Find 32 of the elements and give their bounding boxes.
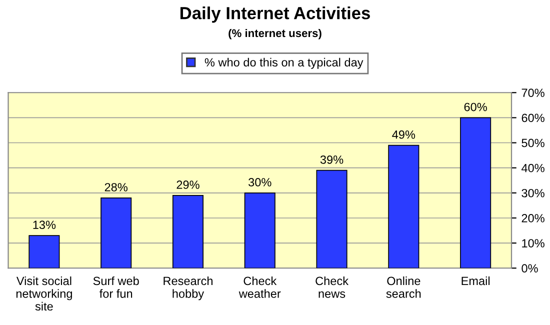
data-label: 29% xyxy=(176,180,200,189)
bar xyxy=(100,198,132,268)
bar xyxy=(244,192,276,268)
bar xyxy=(172,195,204,268)
y-tick-label: 40% xyxy=(521,164,544,172)
data-label: 49% xyxy=(392,130,416,139)
x-tick-label: Visit social networking site xyxy=(16,276,72,311)
x-tick-label: Email xyxy=(462,276,490,286)
bar xyxy=(388,144,420,268)
x-tick-label: Research hobby xyxy=(164,276,212,300)
y-tick-label: 70% xyxy=(522,88,544,98)
y-tick-label: 50% xyxy=(522,138,544,148)
y-tick-label: 0% xyxy=(522,264,538,273)
x-tick-label: Check news xyxy=(316,276,349,298)
data-label: 30% xyxy=(248,178,272,186)
y-tick-label: 30% xyxy=(522,188,544,198)
chart-title: Daily Internet Activities xyxy=(180,6,370,23)
chart-subtitle: (% internet users) xyxy=(228,28,322,40)
legend-label: % who do this on a typical day xyxy=(204,58,364,69)
x-tick-label: Surf web for fun xyxy=(93,276,139,298)
y-tick-label: 20% xyxy=(522,214,544,222)
data-label: 60% xyxy=(464,102,487,112)
data-label: 28% xyxy=(104,183,128,192)
y-tick-label: 10% xyxy=(522,239,544,248)
bar xyxy=(460,117,492,268)
bar xyxy=(28,235,60,268)
x-tick-label: Online search xyxy=(386,276,421,298)
data-label: 39% xyxy=(320,155,344,164)
bar xyxy=(316,170,348,268)
data-label: 13% xyxy=(33,220,56,230)
x-tick-label: Check weather xyxy=(238,276,281,298)
y-tick-label: 60% xyxy=(522,114,544,122)
